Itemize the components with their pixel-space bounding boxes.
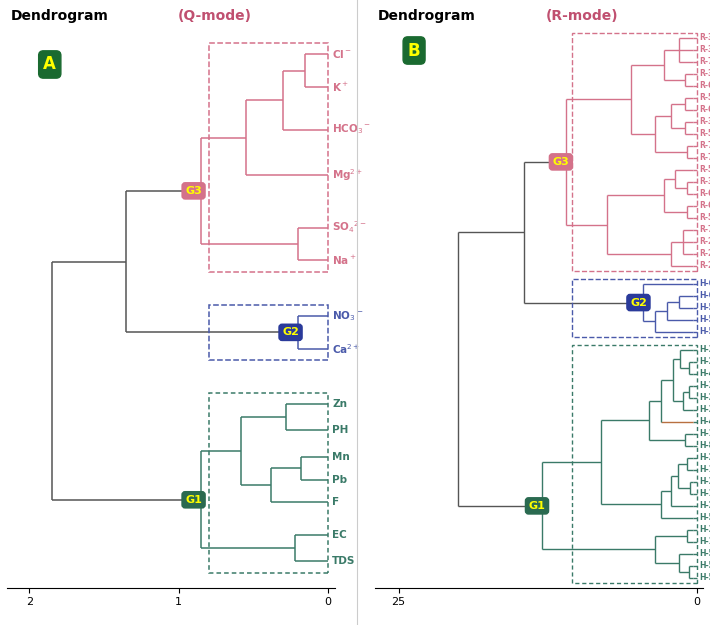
Text: G1: G1 (528, 501, 545, 511)
Text: H-52: H-52 (699, 549, 710, 558)
Text: H-26: H-26 (699, 501, 710, 511)
Text: Ca$^{2+}$: Ca$^{2+}$ (332, 342, 361, 356)
Text: B: B (408, 41, 420, 59)
Text: R-38: R-38 (699, 177, 710, 186)
Text: H-32: H-32 (699, 346, 710, 354)
Text: H-20: H-20 (699, 453, 710, 462)
Text: Dendrogram: Dendrogram (11, 9, 108, 22)
Text: R-30: R-30 (699, 45, 710, 54)
Text: TDS: TDS (332, 556, 356, 566)
Text: H-51: H-51 (699, 328, 710, 336)
Text: R-55: R-55 (699, 93, 710, 103)
Text: H-14: H-14 (699, 489, 710, 498)
Text: R-62: R-62 (699, 201, 710, 210)
Text: (R-mode): (R-mode) (545, 9, 618, 22)
Text: R-75: R-75 (699, 58, 710, 66)
Text: H-3: H-3 (699, 526, 710, 534)
Text: R-36: R-36 (699, 69, 710, 78)
Text: H-62: H-62 (699, 279, 710, 288)
Text: H-55: H-55 (699, 316, 710, 324)
Text: Dendrogram: Dendrogram (378, 9, 476, 22)
Text: H-54: H-54 (699, 573, 710, 582)
Text: Na$^+$: Na$^+$ (332, 254, 357, 267)
Text: H-48: H-48 (699, 418, 710, 426)
Bar (572, 279, 697, 337)
Text: PH: PH (332, 426, 349, 436)
Text: H-50: H-50 (699, 561, 710, 571)
Text: R-63: R-63 (699, 81, 710, 90)
Text: R-68: R-68 (699, 189, 710, 198)
Text: H-12: H-12 (699, 429, 710, 438)
Text: Cl$^-$: Cl$^-$ (332, 48, 352, 60)
Text: R-72: R-72 (699, 141, 710, 150)
Text: R-59: R-59 (699, 129, 710, 138)
Text: NO$_3$$^-$: NO$_3$$^-$ (332, 309, 364, 323)
Text: K$^+$: K$^+$ (332, 81, 349, 94)
Text: (Q-mode): (Q-mode) (178, 9, 252, 22)
Bar (209, 43, 328, 272)
Text: H-29: H-29 (699, 357, 710, 366)
Text: R-31: R-31 (699, 33, 710, 42)
Text: F: F (332, 498, 339, 508)
Text: Mn: Mn (332, 452, 350, 462)
Text: H-58: H-58 (699, 303, 710, 312)
Text: HCO$_3$$^-$: HCO$_3$$^-$ (332, 122, 371, 136)
Text: H-38: H-38 (699, 478, 710, 486)
Bar (572, 32, 697, 271)
Text: R-22: R-22 (699, 261, 710, 270)
Text: EC: EC (332, 530, 347, 540)
Text: H-61: H-61 (699, 291, 710, 300)
Text: Zn: Zn (332, 399, 347, 409)
Text: R-26: R-26 (699, 249, 710, 258)
Text: Pb: Pb (332, 474, 347, 484)
Text: A: A (43, 56, 56, 74)
Text: R-56: R-56 (699, 213, 710, 222)
Text: H-46: H-46 (699, 369, 710, 378)
Bar (209, 393, 328, 572)
Bar (572, 345, 697, 583)
Text: R-74: R-74 (699, 225, 710, 234)
Text: H-1: H-1 (699, 538, 710, 546)
Text: R-28: R-28 (699, 238, 710, 246)
Text: R-69: R-69 (699, 105, 710, 114)
Text: G3: G3 (552, 157, 569, 167)
Text: SO$_4$$^{2-}$: SO$_4$$^{2-}$ (332, 220, 367, 236)
Bar (209, 304, 328, 360)
Text: R-71: R-71 (699, 153, 710, 162)
Text: H-18: H-18 (699, 466, 710, 474)
Text: G3: G3 (185, 186, 202, 196)
Text: H-30: H-30 (699, 381, 710, 391)
Text: Mg$^{2+}$: Mg$^{2+}$ (332, 168, 364, 183)
Text: R-58: R-58 (699, 165, 710, 174)
Text: G2: G2 (630, 298, 647, 308)
Text: H-8: H-8 (699, 441, 710, 451)
Text: R-32: R-32 (699, 118, 710, 126)
Text: G1: G1 (185, 495, 202, 505)
Text: H-35: H-35 (699, 406, 710, 414)
Text: G2: G2 (282, 328, 299, 338)
Text: H-23: H-23 (699, 393, 710, 402)
Text: H-59: H-59 (699, 513, 710, 522)
